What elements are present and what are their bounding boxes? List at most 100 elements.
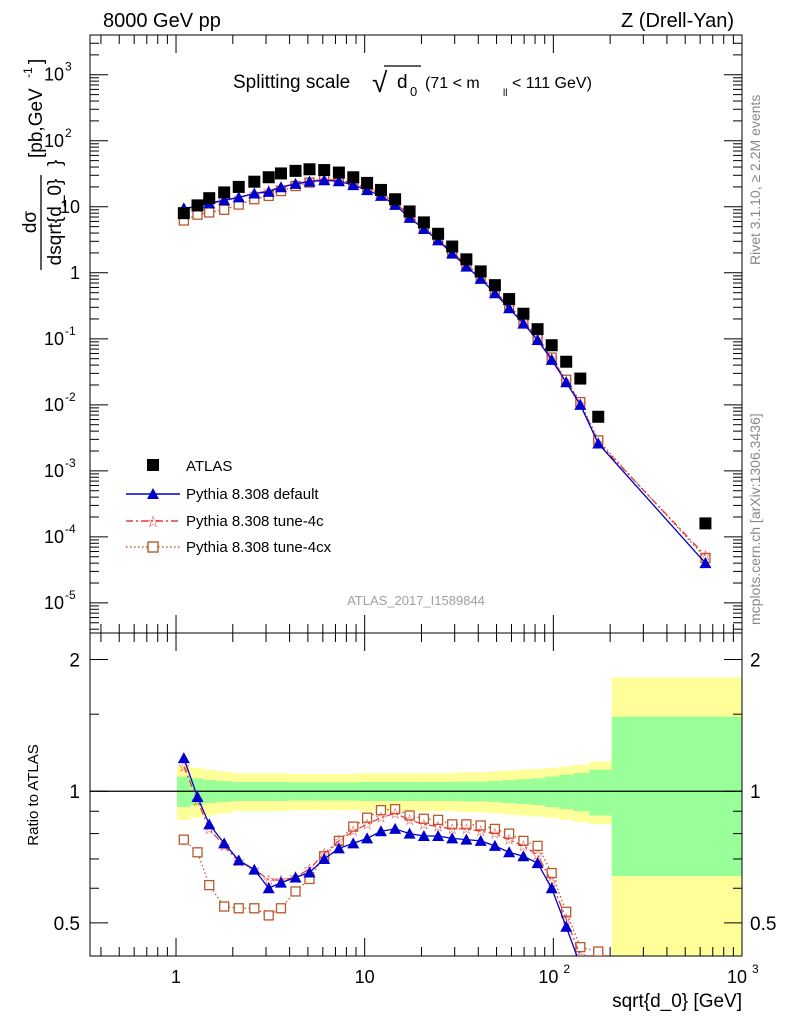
band-inner	[611, 716, 742, 876]
marker-ratio-default	[303, 866, 316, 878]
marker-ratio-default	[347, 837, 360, 849]
legend: ATLAS Pythia 8.308 default ☆ Pythia 8.30…	[126, 458, 332, 556]
marker-top-default	[560, 376, 573, 388]
marker-ratio-tune4cx	[375, 805, 387, 816]
marker-ratio-default	[432, 829, 445, 841]
y-axis-label-top: dσ dsqrt{d_0} } [pb,GeV -1 ]	[20, 59, 66, 270]
marker-ratio-default	[274, 876, 287, 888]
marker-ratio-default	[460, 833, 473, 845]
y-tick-label-exponent: -4	[65, 522, 76, 536]
marker-top-atlas	[218, 186, 231, 199]
ratio-panel-frame	[89, 632, 743, 957]
y-tick-label-exponent: 3	[65, 60, 72, 74]
marker-top-default	[592, 437, 605, 449]
marker-top-default	[574, 398, 587, 410]
marker-ratio-default	[361, 832, 374, 844]
marker-ratio-tune4cx	[532, 840, 543, 852]
y-axis-label-ratio: Ratio to ATLAS	[25, 744, 42, 845]
marker-ratio-default	[446, 832, 459, 844]
header-energy: 8000 GeV pp	[103, 10, 221, 32]
marker-ratio-tune4c: ☆	[347, 823, 360, 840]
ratio-tick-label-left: 1	[69, 782, 80, 803]
ratio-tick-label-right: 1	[750, 782, 761, 803]
x-tick-label-exponent: 3	[752, 962, 759, 976]
marker-top-atlas	[389, 193, 402, 206]
title-range-close: < 111 GeV)	[512, 75, 592, 92]
marker-ratio-tune4c: ☆	[431, 819, 444, 836]
marker-top-default	[262, 185, 275, 197]
marker-ratio-tune4cx	[178, 834, 189, 845]
marker-ratio-tune4cx	[503, 828, 515, 839]
marker-top-default	[303, 175, 316, 187]
marker-top-atlas	[203, 192, 216, 205]
marker-ratio-default	[262, 882, 275, 894]
marker-ratio-tune4cx	[447, 819, 458, 830]
marker-ratio-tune4cx	[418, 813, 430, 824]
marker-ratio-default	[488, 839, 501, 851]
y-tick-label: 10	[44, 593, 64, 613]
marker-top-default	[517, 317, 530, 329]
marker-top-atlas	[361, 176, 374, 189]
marker-ratio-default	[389, 822, 402, 834]
mcplots-label: mcplots.cern.ch [arXiv:1306.3436]	[747, 413, 763, 625]
marker-ratio-tune4cx	[361, 812, 373, 823]
marker-top-default	[332, 175, 345, 187]
legend-marker-tune4c: ☆	[146, 514, 160, 531]
marker-ratio-tune4cx	[518, 835, 529, 847]
y-tick-label: 10	[44, 65, 64, 85]
legend-marker-atlas	[147, 459, 159, 471]
marker-top-tune4c: ☆	[699, 548, 712, 565]
marker-top-atlas	[560, 355, 573, 368]
ylabel-units: [pb,GeV	[26, 88, 47, 158]
marker-ratio-tune4c: ☆	[488, 826, 501, 843]
marker-ratio-tune4c: ☆	[502, 832, 515, 849]
marker-ratio-default	[474, 834, 487, 846]
marker-top-default	[446, 247, 459, 259]
x-tick-label-exponent: 2	[563, 962, 570, 976]
band-inner	[589, 769, 612, 816]
marker-top-atlas	[347, 171, 360, 184]
marker-ratio-default	[232, 854, 245, 866]
y-tick-label-exponent: -3	[65, 456, 76, 470]
title-sqrt-sub: 0	[410, 84, 417, 99]
marker-top-default	[531, 333, 544, 345]
marker-top-default	[218, 194, 231, 206]
marker-top-atlas	[574, 372, 587, 385]
ylabel-units-sup: -1	[21, 67, 35, 78]
title-main: Splitting scale	[233, 72, 350, 93]
marker-ratio-default	[545, 882, 558, 894]
marker-top-atlas	[374, 183, 387, 196]
marker-top-atlas	[488, 279, 501, 292]
marker-ratio-tune4c: ☆	[474, 823, 487, 840]
x-tick-label: 1	[171, 967, 181, 987]
marker-ratio-default	[218, 837, 231, 849]
marker-top-default	[545, 353, 558, 365]
x-axis-label: sqrt{d_0} [GeV]	[612, 991, 742, 1012]
legend-label-atlas: ATLAS	[186, 458, 232, 475]
marker-top-atlas	[274, 167, 287, 180]
marker-ratio-tune4cx	[233, 903, 244, 914]
marker-ratio-tune4c: ☆	[592, 953, 605, 970]
legend-marker-default	[147, 488, 159, 499]
marker-ratio-tune4c: ☆	[417, 816, 430, 833]
marker-top-atlas	[460, 253, 473, 266]
marker-ratio-tune4c: ☆	[445, 821, 458, 838]
y-tick-label-exponent: -1	[65, 324, 76, 338]
marker-top-atlas	[289, 164, 302, 177]
marker-ratio-tune4cx	[263, 910, 274, 921]
marker-top-default	[503, 302, 516, 314]
marker-ratio-default	[177, 752, 190, 764]
marker-ratio-default	[403, 827, 416, 839]
marker-ratio-default	[560, 920, 573, 932]
ylabel-denominator: dsqrt{d_0}	[45, 179, 66, 266]
legend-label-default: Pythia 8.308 default	[186, 486, 319, 503]
marker-ratio-tune4c: ☆	[332, 833, 345, 850]
marker-ratio-tune4cx	[432, 814, 444, 826]
ratio-panel-series: ☆☆☆☆☆☆☆☆☆☆☆☆☆☆☆☆☆☆☆☆☆☆☆☆☆☆☆☆☆☆	[177, 752, 607, 970]
band-inner	[544, 776, 559, 808]
marker-ratio-default	[203, 818, 216, 830]
marker-top-atlas	[191, 199, 204, 212]
y-tick-label-exponent: 2	[65, 126, 72, 140]
marker-top-default	[488, 287, 501, 299]
